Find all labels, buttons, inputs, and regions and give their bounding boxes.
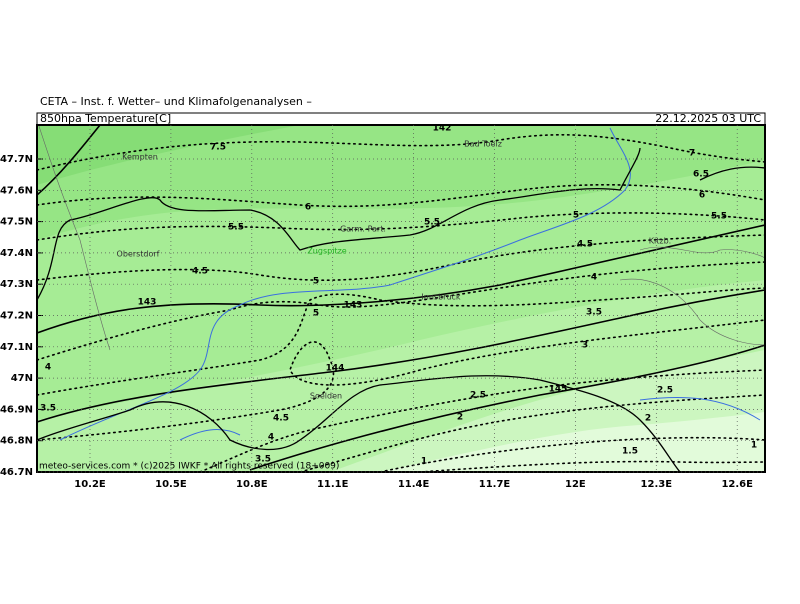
- map-area: [37, 125, 765, 472]
- lon-label: 10.8E: [236, 479, 268, 490]
- contour-label: 2: [645, 414, 651, 424]
- lat-label: 47N: [11, 373, 33, 384]
- contour-label: 1.5: [622, 447, 638, 457]
- lat-label: 46.8N: [0, 436, 33, 447]
- lon-label: 11.1E: [317, 479, 349, 490]
- contour-label: 5: [573, 211, 579, 221]
- place-name: Garm.-Part.: [340, 225, 386, 234]
- institute: CETA – Inst. f. Wetter– und Klimafolgena…: [40, 95, 312, 108]
- contour-label: 5: [313, 309, 319, 319]
- contour-label: 5.5: [424, 218, 440, 228]
- contour-label: 1: [421, 457, 427, 467]
- contour-label: 4: [45, 363, 51, 373]
- contour-label: 145: [549, 385, 568, 395]
- lon-label: 12.6E: [721, 479, 753, 490]
- contour-label: 4.5: [577, 240, 593, 250]
- contour-label: 7: [689, 149, 695, 159]
- contour-label: 6: [305, 203, 311, 213]
- contour-label: 143: [344, 301, 363, 311]
- lon-label: 12.3E: [641, 479, 673, 490]
- lat-label: 47.5N: [0, 217, 33, 228]
- contour-label: 5.5: [711, 212, 727, 222]
- lon-label: 12E: [565, 479, 586, 490]
- place-name: Kitzb.: [649, 237, 671, 246]
- place-name: Zugspitze: [307, 247, 346, 256]
- lon-label: 11.4E: [398, 479, 430, 490]
- place-name: Bad Toelz: [464, 140, 502, 149]
- contour-label: 6.5: [693, 170, 709, 180]
- contour-label: 5: [313, 277, 319, 287]
- contour-label: 144: [326, 364, 345, 374]
- lat-label: 47.6N: [0, 185, 33, 196]
- contour-label: 4: [591, 273, 597, 283]
- lat-label: 47.4N: [0, 248, 33, 259]
- contour-label: 7.5: [210, 143, 226, 153]
- contour-label: 2.5: [470, 391, 486, 401]
- contour-label: 2: [457, 413, 463, 423]
- place-name: Oberstdorf: [117, 250, 160, 259]
- contour-label: 3: [582, 341, 588, 351]
- lon-label: 11.7E: [479, 479, 511, 490]
- contour-label: 5.5: [228, 223, 244, 233]
- contour-label: 3.5: [40, 404, 56, 414]
- footer: meteo-services.com * (c)2025 IWKF * All …: [39, 462, 339, 472]
- lat-label: 47.1N: [0, 342, 33, 353]
- contour-label: 142: [433, 124, 452, 134]
- contour-label: 6: [699, 191, 705, 201]
- lon-label: 10.5E: [155, 479, 187, 490]
- contour-label: 3.5: [586, 308, 602, 318]
- field-title: 850hpa Temperature[C]: [40, 112, 171, 125]
- valid-time: 22.12.2025 03 UTC: [655, 112, 761, 125]
- place-name: Innsbruck: [421, 293, 461, 302]
- lat-label: 47.7N: [0, 154, 33, 165]
- lat-label: 47.2N: [0, 311, 33, 322]
- lat-label: 46.9N: [0, 404, 33, 415]
- place-name: Soelden: [310, 392, 342, 401]
- contour-label: 4: [268, 433, 274, 443]
- lon-label: 10.2E: [74, 479, 106, 490]
- contour-label: 2.5: [657, 386, 673, 396]
- contour-label: 1: [751, 441, 757, 451]
- contour-label: 4.5: [273, 414, 289, 424]
- place-name: Kempten: [122, 153, 158, 162]
- lat-label: 46.7N: [0, 467, 33, 478]
- contour-label: 3.5: [255, 455, 271, 465]
- contour-label: 143: [138, 298, 157, 308]
- lat-label: 47.3N: [0, 279, 33, 290]
- contour-label: 4.5: [192, 267, 208, 277]
